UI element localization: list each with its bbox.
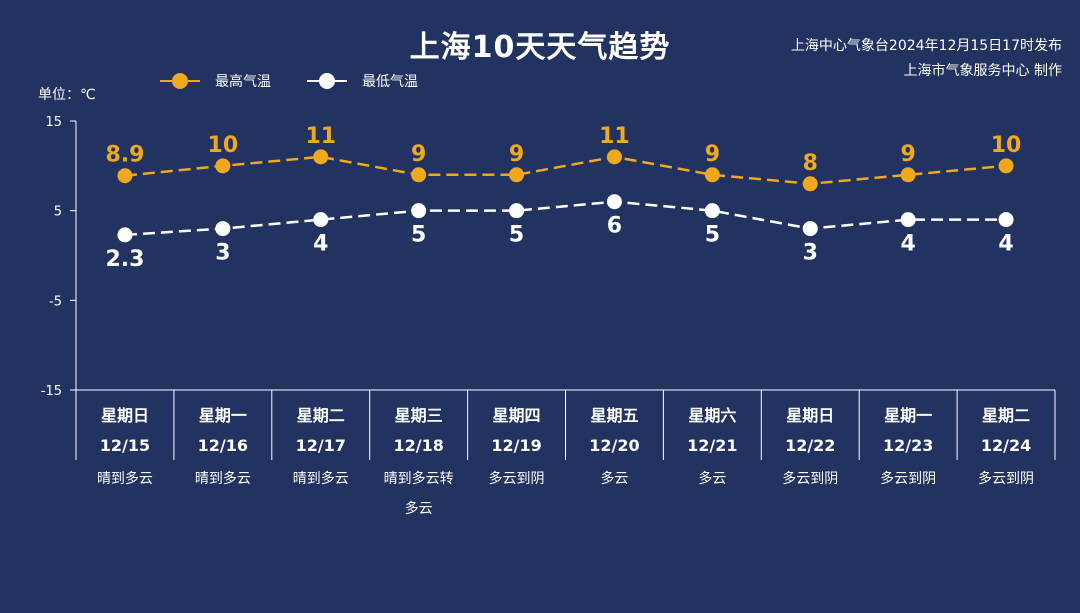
day-label: 星期五 [590, 406, 638, 425]
day-label: 星期一 [884, 406, 932, 425]
legend-item-low: 最低气温 [307, 71, 418, 91]
weather-label: 多云 [600, 470, 628, 487]
low-temp-data-label: 5 [411, 223, 426, 248]
legend-label-high: 最高气温 [215, 74, 271, 90]
date-label: 12/19 [491, 436, 541, 455]
day-label: 星期六 [688, 406, 736, 425]
low-temp-point [802, 221, 818, 237]
weather-label: 晴到多云转 [384, 470, 454, 487]
legend: 最高气温 最低气温 [160, 70, 454, 92]
high-temp-data-label: 10 [991, 133, 1022, 158]
date-label: 12/21 [687, 436, 737, 455]
low-temp-point [411, 203, 427, 219]
weather-label: 多云 [405, 500, 433, 517]
date-label: 12/18 [393, 436, 443, 455]
low-temp-data-label: 2.3 [105, 247, 144, 272]
high-temp-data-label: 9 [509, 142, 524, 167]
low-temp-data-label: 3 [803, 241, 818, 266]
y-tick-label: 15 [45, 115, 62, 130]
high-temp-data-label: 10 [208, 133, 239, 158]
day-label: 星期四 [493, 406, 541, 425]
low-temp-point [704, 203, 720, 219]
legend-swatch-low [307, 72, 347, 90]
low-temp-point [117, 227, 133, 243]
issuer-line-1: 上海中心气象台2024年12月15日17时发布 [790, 38, 1062, 54]
day-label: 星期一 [199, 406, 247, 425]
date-label: 12/17 [296, 436, 346, 455]
weather-label: 晴到多云 [293, 470, 349, 487]
high-temp-data-label: 11 [599, 124, 630, 149]
chart-title: 上海10天天气趋势 [409, 30, 671, 65]
high-temp-data-label: 9 [411, 142, 426, 167]
day-label: 星期三 [395, 406, 443, 425]
low-temp-point [313, 212, 329, 228]
high-temp-point [411, 167, 427, 183]
issuer-line-2: 上海市气象服务中心 制作 [903, 63, 1062, 79]
legend-item-high: 最高气温 [160, 71, 271, 91]
high-temp-data-label: 8.9 [105, 143, 144, 168]
date-label: 12/23 [883, 436, 933, 455]
high-temp-data-label: 8 [803, 151, 818, 176]
y-tick-label: -5 [49, 294, 62, 309]
weather-label: 晴到多云 [97, 470, 153, 487]
weather-label: 多云到阴 [978, 470, 1034, 487]
unit-label: 单位：℃ [38, 87, 96, 103]
y-tick-label: 5 [54, 205, 62, 220]
weather-label: 晴到多云 [195, 470, 251, 487]
date-label: 12/15 [100, 436, 150, 455]
low-temp-point [998, 212, 1014, 228]
high-temp-point [606, 149, 622, 165]
legend-swatch-high [160, 72, 200, 90]
low-temp-point [900, 212, 916, 228]
day-label: 星期二 [982, 406, 1030, 425]
low-temp-data-label: 3 [215, 241, 230, 266]
high-temp-point [900, 167, 916, 183]
high-temp-point [509, 167, 525, 183]
low-temp-point [606, 194, 622, 210]
low-temp-data-label: 4 [998, 232, 1013, 257]
date-label: 12/22 [785, 436, 835, 455]
day-label: 星期二 [297, 406, 345, 425]
low-temp-data-label: 5 [509, 223, 524, 248]
day-label: 星期日 [101, 406, 149, 425]
date-label: 12/24 [981, 436, 1031, 455]
low-temp-data-label: 5 [705, 223, 720, 248]
high-temp-data-label: 11 [305, 124, 336, 149]
day-label: 星期日 [786, 406, 834, 425]
weather-label: 多云到阴 [489, 470, 545, 487]
legend-label-low: 最低气温 [362, 74, 418, 90]
low-temp-point [215, 221, 231, 237]
high-temp-data-label: 9 [900, 142, 915, 167]
high-temp-data-label: 9 [705, 142, 720, 167]
low-temp-point [509, 203, 525, 219]
high-temp-point [802, 176, 818, 192]
low-temp-data-label: 6 [607, 214, 622, 239]
weather-label: 多云到阴 [782, 470, 838, 487]
issuer-info: 上海中心气象台2024年12月15日17时发布 上海市气象服务中心 制作 [791, 34, 1062, 84]
high-temp-point [117, 168, 133, 184]
low-temp-data-label: 4 [313, 232, 328, 257]
high-temp-point [215, 158, 231, 174]
date-label: 12/20 [589, 436, 639, 455]
high-temp-point [313, 149, 329, 165]
low-temp-line [124, 200, 1007, 237]
weather-label: 多云 [698, 470, 726, 487]
high-temp-line [124, 155, 1007, 186]
high-temp-point [998, 158, 1014, 174]
high-temp-point [704, 167, 720, 183]
weather-label: 多云到阴 [880, 470, 936, 487]
low-temp-data-label: 4 [900, 232, 915, 257]
date-label: 12/16 [198, 436, 248, 455]
y-tick-label: -15 [41, 384, 62, 399]
